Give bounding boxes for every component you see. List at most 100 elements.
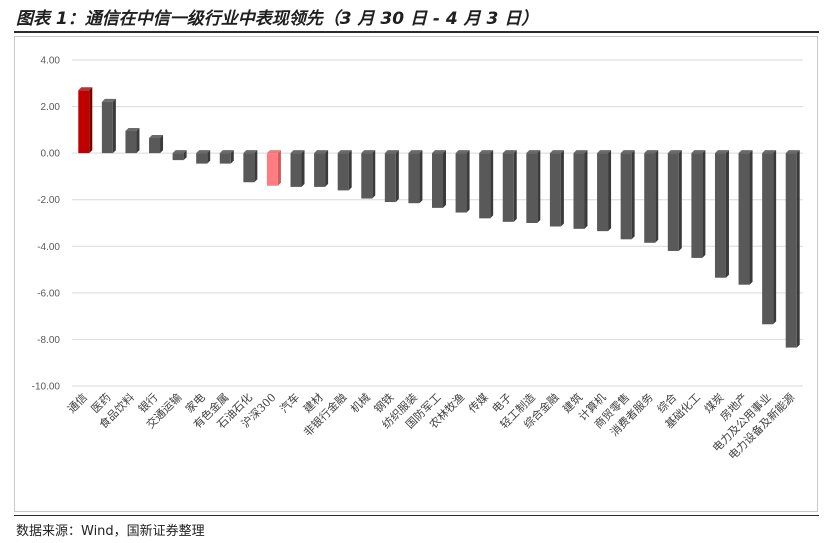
category-label: 通信 (65, 391, 90, 416)
bar-front (78, 90, 90, 154)
bar-side (749, 150, 753, 285)
bar-top (691, 150, 706, 154)
bar-top (620, 150, 635, 154)
figure-title: 图表 1：通信在中信一级行业中表现领先（3 月 30 日 - 4 月 3 日） (16, 9, 539, 29)
bar-top (455, 150, 470, 154)
bar-front (597, 153, 609, 232)
bar-side (678, 150, 682, 251)
bar-side (537, 150, 541, 223)
bar (762, 150, 777, 325)
bar-side (584, 150, 588, 229)
bar-top (266, 150, 281, 154)
y-axis-ticks: 4.00 2.00 0.00 -2.00 -4.00 -6.00 -8.00 -10.00 (32, 56, 61, 393)
bar-top (479, 150, 494, 154)
bar-top (762, 150, 777, 154)
bar-top (502, 150, 517, 154)
bar (526, 150, 541, 223)
y-tick-label: 0.00 (41, 149, 61, 160)
bar-top (196, 150, 211, 154)
bar (243, 150, 258, 183)
bar-side (466, 150, 470, 213)
bar (384, 150, 399, 203)
bar-front (573, 153, 585, 229)
bar (219, 150, 234, 164)
bar-side (301, 150, 305, 187)
bar (644, 150, 659, 243)
y-tick-label: -2.00 (37, 195, 60, 206)
bar-top (337, 150, 352, 154)
bar (266, 150, 281, 186)
bar (597, 150, 612, 232)
chart-frame (14, 36, 818, 512)
bar-top (149, 135, 164, 139)
y-tick-label: -10.00 (32, 382, 61, 393)
bar (479, 150, 494, 219)
bar (290, 150, 305, 187)
bar (714, 150, 729, 278)
bar (432, 150, 446, 208)
y-tick-label: -4.00 (37, 242, 60, 253)
bar-front (526, 153, 538, 223)
bar-side (655, 150, 659, 243)
bar-side (348, 150, 352, 191)
category-labels: 通信医药食品饮料银行交通运输家电有色金属石油石化沪深300汽车建材非银行金融机械… (65, 390, 797, 462)
bar-front (384, 153, 396, 203)
bar-top (384, 150, 399, 154)
bar (337, 150, 352, 191)
bar (573, 150, 588, 229)
bar-front (738, 153, 750, 285)
y-tick-label: -8.00 (37, 335, 60, 346)
bar-side (112, 98, 116, 154)
bar-front (502, 153, 514, 222)
bar-side (631, 150, 635, 240)
bar-front (290, 153, 302, 187)
bar-side (136, 128, 140, 154)
bar (408, 150, 423, 204)
bar-front (479, 153, 491, 219)
bar-front (714, 153, 726, 278)
bar-top (526, 150, 541, 154)
bar-side (419, 150, 423, 204)
bar-front (125, 131, 137, 154)
bar (196, 150, 211, 164)
bar-top (290, 150, 305, 154)
bar-top (78, 87, 93, 91)
bar-top (125, 128, 140, 132)
bar (78, 87, 93, 154)
bar-front (432, 153, 443, 208)
bar-front (408, 153, 420, 204)
bar-top (432, 150, 446, 154)
bar-front (101, 101, 113, 154)
bar-front (644, 153, 656, 243)
bar (667, 150, 682, 251)
bar-front (361, 153, 373, 199)
bar-front (337, 153, 349, 191)
bar (620, 150, 635, 240)
bar-top (573, 150, 588, 154)
bar-side (89, 87, 93, 154)
bar-top (549, 150, 564, 154)
bar-side (513, 150, 517, 222)
bar (101, 98, 116, 154)
bar-side (560, 150, 564, 227)
bar-top (361, 150, 376, 154)
bars (78, 87, 800, 348)
category-label: 汽车 (277, 390, 302, 415)
bar-front (196, 153, 208, 164)
bar (738, 150, 753, 285)
source-note: 数据来源：Wind，国新证券整理 (16, 524, 205, 539)
bar-front (691, 153, 703, 258)
category-label: 传媒 (466, 391, 491, 416)
bar-front (243, 153, 255, 183)
bar-front (314, 153, 326, 187)
bar-top (314, 150, 329, 154)
bar (361, 150, 376, 199)
category-label: 机械 (347, 390, 372, 415)
bar-front (785, 153, 797, 348)
bar-side (372, 150, 376, 199)
bar-top (667, 150, 682, 154)
bar-top (101, 98, 116, 102)
bar-front (549, 153, 561, 227)
bar-side (608, 150, 612, 232)
